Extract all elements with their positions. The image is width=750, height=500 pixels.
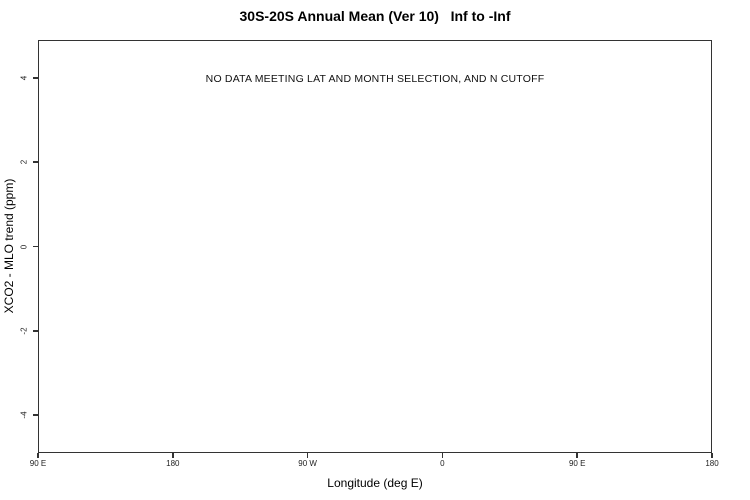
x-axis-label: Longitude (deg E): [327, 476, 423, 490]
y-tick-mark: [33, 330, 38, 332]
y-tick-mark: [33, 245, 38, 248]
y-tick-label: -4: [19, 411, 29, 419]
x-tick-label: 0: [440, 459, 445, 468]
x-tick-mark: [576, 453, 578, 458]
y-tick-mark: [33, 77, 38, 79]
x-tick-mark: [172, 453, 174, 458]
x-tick-label: 180: [166, 459, 180, 468]
x-tick-label: 90 E: [568, 459, 586, 468]
y-tick-mark: [33, 161, 38, 163]
x-tick-label: 180: [705, 459, 719, 468]
plot-area: [38, 40, 712, 453]
chart-title: 30S-20S Annual Mean (Ver 10) Inf to -Inf: [239, 8, 511, 24]
y-tick-label: 2: [19, 159, 29, 165]
y-tick-label: -2: [19, 327, 29, 335]
y-tick-label: 0: [19, 244, 29, 249]
x-tick-mark: [306, 453, 309, 458]
y-tick-mark: [33, 414, 38, 416]
y-axis-label: XCO2 - MLO trend (ppm): [2, 178, 16, 314]
x-tick-label: 90 W: [298, 459, 317, 468]
x-tick-mark: [441, 453, 444, 458]
x-tick-mark: [37, 453, 39, 458]
y-tick-label: 4: [19, 75, 29, 81]
x-tick-mark: [711, 453, 713, 458]
x-tick-label: 90 E: [29, 459, 47, 468]
no-data-message: NO DATA MEETING LAT AND MONTH SELECTION,…: [205, 73, 545, 85]
